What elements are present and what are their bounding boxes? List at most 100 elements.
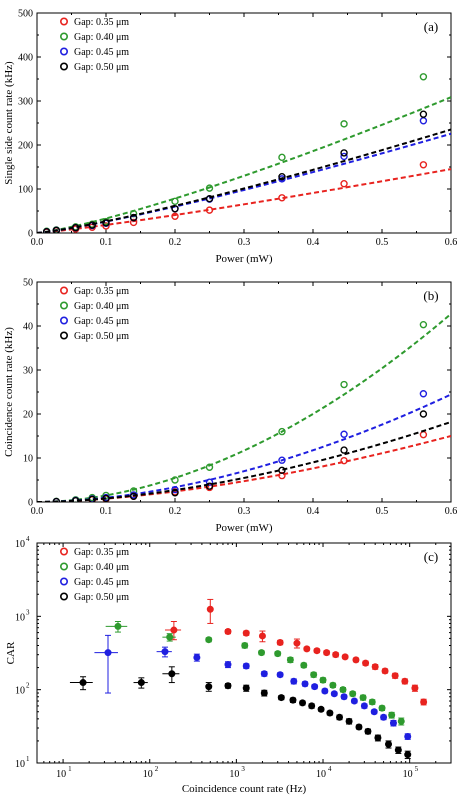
x-tick-label-base: 10 [143, 769, 153, 780]
series-4 [69, 666, 412, 760]
data-point [404, 751, 412, 759]
data-point [332, 651, 340, 659]
data-point [102, 494, 110, 502]
data-point [88, 495, 96, 502]
data-point [260, 689, 268, 697]
legend-marker [59, 562, 68, 571]
legend-entry: Gap: 0.50 μm [74, 62, 129, 73]
x-tick-label-exp: 3 [241, 765, 245, 773]
x-axis-label: Coincidence count rate (Hz) [182, 783, 307, 795]
data-point [389, 719, 397, 727]
legend-entry: Gap: 0.45 μm [74, 47, 129, 58]
data-point [397, 717, 405, 725]
data-point [355, 723, 363, 731]
series-1 [37, 161, 451, 233]
data-point [321, 687, 329, 695]
legend-entry: Gap: 0.45 μm [74, 316, 129, 327]
data-point [419, 161, 428, 169]
data-point [166, 633, 174, 641]
data-point [326, 709, 334, 717]
data-point [411, 684, 419, 692]
y-axis-label: Coincidence count rate (kHz) [3, 327, 15, 457]
y-tick-label: 500 [18, 9, 33, 20]
legend-marker [59, 301, 68, 310]
data-point [52, 226, 61, 233]
x-tick-label-exp: 4 [328, 765, 332, 773]
data-point [313, 647, 321, 655]
data-point [330, 690, 338, 698]
plot-area [37, 73, 451, 233]
data-point [289, 696, 297, 704]
data-point [381, 667, 389, 675]
y-tick-label: 300 [18, 97, 33, 108]
x-axis-label: Power (mW) [215, 253, 272, 265]
plot-area [69, 598, 428, 760]
fit-line [37, 168, 451, 233]
data-point [277, 694, 285, 702]
y-tick-label-base: 10 [15, 759, 25, 770]
legend-marker [59, 331, 68, 340]
data-point [340, 430, 348, 438]
x-tick-label: 0.1 [100, 237, 113, 248]
data-point [385, 740, 393, 748]
chart-panel-1: 0.0 0.1 0.2 0.3 0.4 0.5 0.6 0 100 200 300 400 500 Pow… [3, 9, 457, 266]
data-point [378, 704, 386, 712]
series-2 [37, 313, 451, 502]
panel-label: (b) [423, 288, 438, 303]
data-point [193, 653, 201, 661]
data-point [360, 702, 368, 710]
data-point [340, 149, 348, 157]
data-point [301, 680, 309, 688]
data-point [317, 705, 325, 713]
y-tick-label-exp: 2 [26, 682, 30, 690]
data-point [286, 656, 294, 664]
y-tick-label: 200 [18, 141, 33, 152]
data-point [171, 197, 179, 206]
legend-marker [59, 577, 68, 586]
legend-entry: Gap: 0.40 μm [74, 562, 129, 573]
series-3 [37, 390, 451, 502]
data-point [419, 390, 428, 398]
data-point [340, 456, 348, 465]
data-point [52, 497, 61, 502]
data-point [276, 671, 284, 679]
data-point [206, 605, 214, 613]
data-point [242, 684, 250, 692]
legend-marker [59, 592, 68, 601]
fit-line [37, 420, 451, 502]
plot-frame [36, 542, 452, 764]
data-point [391, 672, 399, 680]
data-point [137, 679, 145, 687]
data-point [290, 677, 298, 685]
data-point [278, 471, 286, 480]
x-tick-label: 0.4 [307, 506, 320, 517]
series-1 [164, 598, 428, 706]
x-tick-label-base: 10 [56, 769, 66, 780]
x-tick-label-base: 10 [229, 769, 239, 780]
data-point [114, 622, 122, 630]
x-tick-label: 0.5 [376, 237, 389, 248]
y-tick-label-exp: 4 [26, 535, 30, 543]
x-tick-label: 0.3 [238, 506, 251, 517]
data-point [380, 713, 388, 721]
fit-line [37, 393, 451, 502]
data-point [374, 734, 382, 742]
fit-line [37, 128, 451, 233]
x-tick-label: 0.0 [31, 237, 44, 248]
legend: Gap: 0.35 μm Gap: 0.40 μm Gap: 0.45 μm Gap:… [59, 17, 129, 73]
data-point [129, 492, 138, 500]
series-2 [105, 621, 405, 726]
series-4 [37, 410, 451, 502]
legend-entry: Gap: 0.40 μm [74, 32, 129, 43]
x-tick-label: 0.6 [445, 237, 458, 248]
data-point [370, 708, 378, 716]
data-point [205, 683, 213, 691]
data-point [339, 686, 347, 694]
series-1 [37, 430, 451, 502]
data-point [419, 73, 428, 81]
fit-line [37, 434, 451, 502]
data-point [278, 172, 286, 181]
data-point [241, 642, 249, 650]
data-point [350, 697, 358, 705]
